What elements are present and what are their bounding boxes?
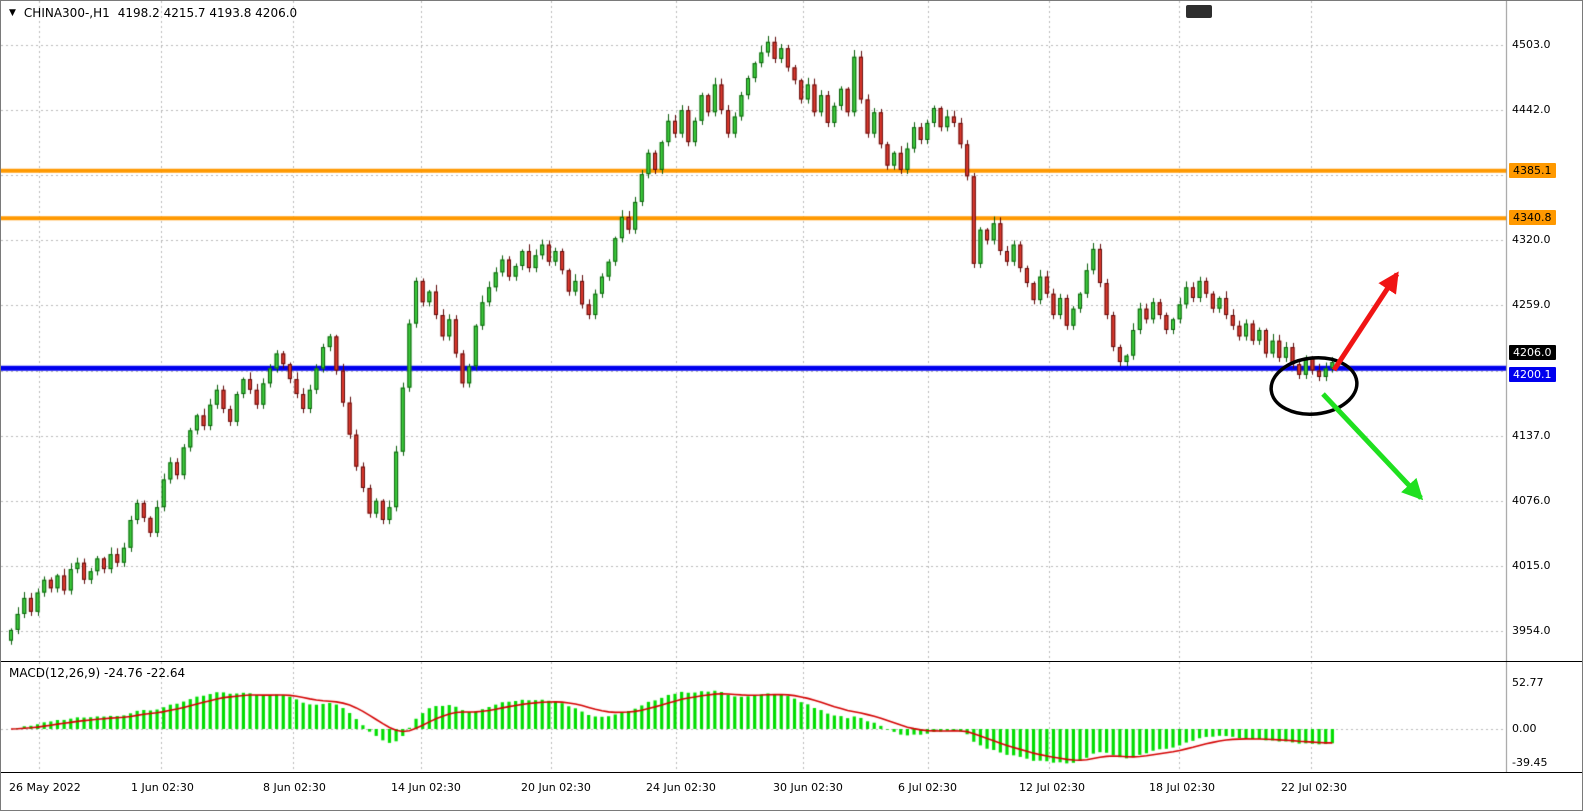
price-tick: 4076.0 bbox=[1512, 493, 1551, 507]
macd-indicator-label: MACD(12,26,9) -24.76 -22.64 bbox=[9, 666, 186, 680]
price-tick: 3954.0 bbox=[1512, 624, 1551, 637]
symbol-period-label: CHINA300-,H1 bbox=[23, 6, 110, 20]
price-line-badge: 4206.0 bbox=[1509, 345, 1556, 361]
macd-tick: 52.77 bbox=[1512, 676, 1544, 689]
macd-tick: -39.45 bbox=[1512, 756, 1548, 770]
time-label: 14 Jun 02:30 bbox=[391, 781, 461, 794]
price-line-badge: 4385.1 bbox=[1509, 162, 1556, 178]
collapse-triangle-icon[interactable]: ▼ bbox=[9, 8, 16, 18]
price-panel: ▼ CHINA300-,H1 4198.2 4215.7 4193.8 4206… bbox=[1, 1, 1582, 661]
time-label: 6 Jul 02:30 bbox=[898, 781, 957, 794]
time-label: 8 Jun 02:30 bbox=[263, 781, 326, 794]
time-label: 26 May 2022 bbox=[9, 781, 81, 794]
time-label: 20 Jun 02:30 bbox=[521, 781, 591, 794]
macd-canvas[interactable] bbox=[1, 662, 1582, 772]
time-label: 30 Jun 02:30 bbox=[773, 781, 843, 794]
price-line-badge: 4200.1 bbox=[1509, 367, 1556, 383]
quote-ohlc-values: 4198.2 4215.7 4193.8 4206.0 bbox=[117, 6, 298, 20]
price-tick: 4442.0 bbox=[1512, 103, 1551, 117]
macd-panel: MACD(12,26,9) -24.76 -22.64 52.77 0.00 -39… bbox=[1, 661, 1582, 772]
time-label: 18 Jul 02:30 bbox=[1149, 781, 1215, 794]
quote-line: ▼ CHINA300-,H1 4198.2 4215.7 4193.8 4206… bbox=[9, 6, 297, 20]
time-axis: 26 May 2022 1 Jun 02:30 8 Jun 02:30 14 Jun … bbox=[1, 772, 1582, 810]
price-tick: 4137.0 bbox=[1512, 428, 1551, 442]
price-tick: 4259.0 bbox=[1512, 298, 1551, 312]
price-tick: 4503.0 bbox=[1512, 38, 1551, 51]
price-line-badge: 4340.8 bbox=[1509, 210, 1556, 226]
candlestick-chart-canvas[interactable] bbox=[1, 1, 1582, 661]
time-label: 12 Jul 02:30 bbox=[1019, 781, 1085, 794]
time-label: 1 Jun 02:30 bbox=[131, 781, 194, 794]
macd-tick: 0.00 bbox=[1512, 722, 1537, 735]
price-tick: 4015.0 bbox=[1512, 558, 1551, 572]
chart-shift-marker[interactable] bbox=[1186, 5, 1212, 18]
time-label: 22 Jul 02:30 bbox=[1281, 781, 1347, 794]
time-label: 24 Jun 02:30 bbox=[646, 781, 716, 794]
price-tick: 4320.0 bbox=[1512, 233, 1551, 247]
